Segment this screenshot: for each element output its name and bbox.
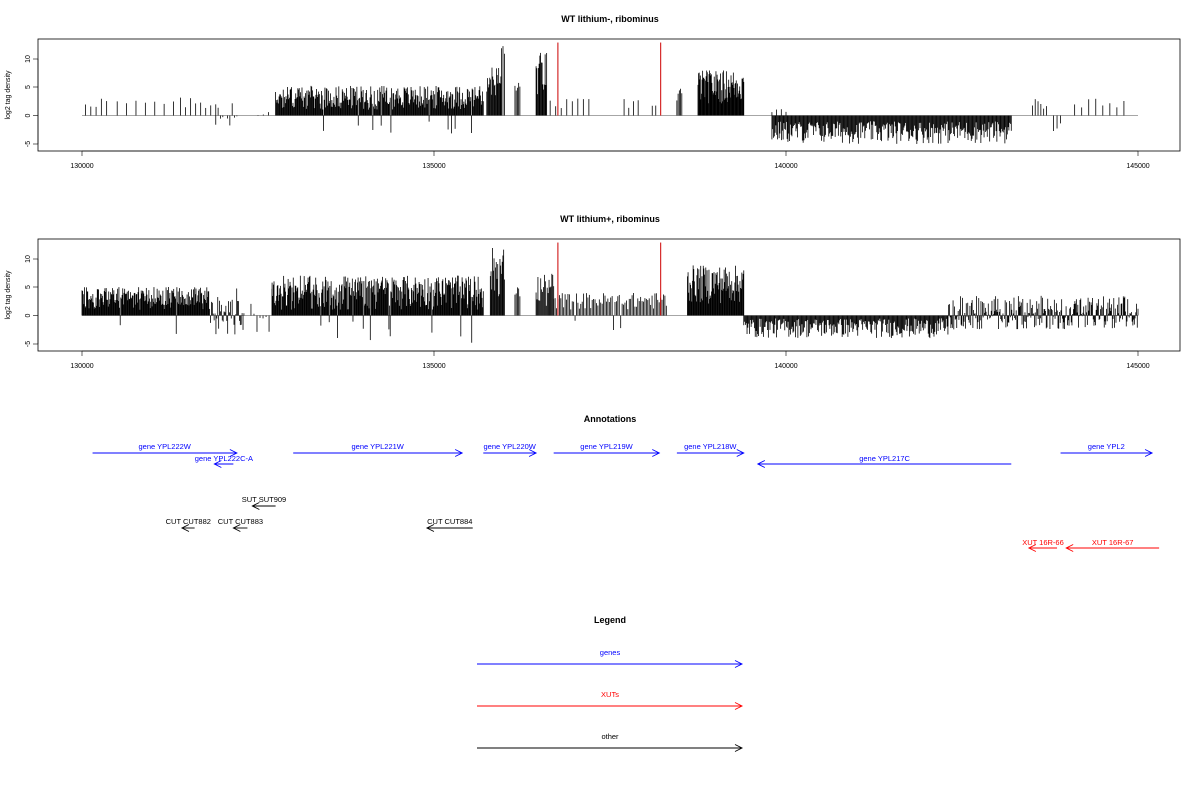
y-tick-label: 10 <box>25 55 32 63</box>
feature-label: gene YPL222W <box>138 442 191 451</box>
feature-arrowhead <box>756 460 766 468</box>
feature-label: CUT CUT883 <box>218 517 263 526</box>
annotation-feature: SUT SUT909 <box>242 495 286 510</box>
x-axis: 130000 135000 140000 145000 <box>70 350 1150 370</box>
annotation-feature: gene YPL220W <box>483 442 538 457</box>
feature-arrowhead <box>1065 544 1074 552</box>
annotation-feature: gene YPL221W <box>293 442 464 457</box>
feature-label: gene YPL217C <box>859 454 910 463</box>
feature-arrowhead <box>251 502 260 510</box>
panel-title: WT lithium+, ribominus <box>560 214 660 224</box>
red-markers-group <box>557 242 662 316</box>
feature-label: gene YPL221W <box>351 442 404 451</box>
feature-arrowhead <box>652 449 661 457</box>
annotation-feature: CUT CUT883 <box>218 517 263 532</box>
red-markers-group <box>557 42 662 116</box>
feature-label: SUT SUT909 <box>242 495 286 504</box>
legend-item: genes <box>477 648 744 668</box>
feature-label: gene YPL219W <box>580 442 633 451</box>
legend-arrowhead <box>734 702 744 710</box>
feature-label: CUT CUT882 <box>166 517 211 526</box>
annotation-feature: CUT CUT884 <box>425 517 473 532</box>
feature-label: XUT 16R-67 <box>1092 538 1134 547</box>
legend-arrowhead <box>734 660 744 668</box>
annotation-feature: gene YPL2 <box>1060 442 1154 457</box>
bars-group <box>85 46 1125 144</box>
feature-arrowhead <box>736 449 745 457</box>
legend-item: XUTs <box>477 690 744 710</box>
feature-label: XUT 16R-66 <box>1022 538 1064 547</box>
x-tick-label: 140000 <box>774 363 797 370</box>
y-axis: -5 0 5 10 log2 tag density <box>5 55 39 147</box>
plot-frame <box>37 238 1181 352</box>
y-tick-label: 10 <box>25 255 32 263</box>
feature-label: gene YPL2 <box>1088 442 1125 451</box>
annotation-feature: CUT CUT882 <box>166 517 211 532</box>
x-tick-label: 145000 <box>1126 163 1149 170</box>
annotations-title: Annotations <box>584 414 637 424</box>
annotation-feature: gene YPL222W <box>92 442 238 457</box>
feature-arrowhead <box>232 524 241 532</box>
feature-arrowhead <box>1144 449 1154 457</box>
annotation-feature: gene YPL219W <box>553 442 661 457</box>
feature-arrowhead <box>425 524 435 532</box>
bars-group <box>81 247 1139 343</box>
plot-frame <box>37 38 1181 152</box>
y-tick-label: 5 <box>25 85 32 89</box>
track-panel-lithium-plus: WT lithium+, ribominus -5 0 5 10 log2 ta… <box>5 214 1181 370</box>
feature-arrowhead <box>229 449 238 457</box>
feature-arrowhead <box>1027 544 1037 552</box>
y-axis-label: log2 tag density <box>5 270 12 320</box>
panel-title: WT lithium-, ribominus <box>561 14 659 24</box>
x-tick-label: 130000 <box>70 363 93 370</box>
annotation-features: gene YPL222W gene YPL222C-A gene YPL221W ge… <box>92 442 1160 552</box>
x-tick-label: 130000 <box>70 163 93 170</box>
feature-arrowhead <box>454 449 464 457</box>
annotation-feature: gene YPL217C <box>756 454 1012 468</box>
legend-arrowhead <box>734 744 744 752</box>
track-panel-lithium-minus: WT lithium-, ribominus -5 0 5 10 log2 ta… <box>5 14 1181 170</box>
annotation-feature: gene YPL218W <box>676 442 745 457</box>
y-tick-label: 0 <box>25 113 32 117</box>
x-tick-label: 135000 <box>422 163 445 170</box>
legend-label: genes <box>600 648 621 657</box>
y-axis-label: log2 tag density <box>5 70 12 120</box>
y-tick-label: 5 <box>25 285 32 289</box>
feature-arrowhead <box>213 460 222 468</box>
legend: Legend genes XUTs other <box>477 615 744 752</box>
x-tick-label: 145000 <box>1126 363 1149 370</box>
legend-label: XUTs <box>601 690 619 699</box>
legend-item: other <box>477 732 744 752</box>
legend-items: genes XUTs other <box>477 648 744 752</box>
y-axis: -5 0 5 10 log2 tag density <box>5 255 39 347</box>
annotation-feature: gene YPL222C-A <box>195 454 253 468</box>
feature-label: gene YPL220W <box>483 442 536 451</box>
x-tick-label: 140000 <box>774 163 797 170</box>
y-tick-label: -5 <box>25 341 32 347</box>
feature-label: gene YPL218W <box>684 442 737 451</box>
y-tick-label: 0 <box>25 313 32 317</box>
feature-arrowhead <box>180 524 190 532</box>
x-tick-label: 135000 <box>422 363 445 370</box>
legend-title: Legend <box>594 615 626 625</box>
feature-label: gene YPL222C-A <box>195 454 253 463</box>
feature-label: CUT CUT884 <box>427 517 472 526</box>
annotation-feature: XUT 16R-66 <box>1022 538 1064 552</box>
annotation-feature: XUT 16R-67 <box>1065 538 1160 552</box>
legend-label: other <box>601 732 619 741</box>
x-axis: 130000 135000 140000 145000 <box>70 150 1150 170</box>
y-tick-label: -5 <box>25 141 32 147</box>
feature-arrowhead <box>528 449 538 457</box>
